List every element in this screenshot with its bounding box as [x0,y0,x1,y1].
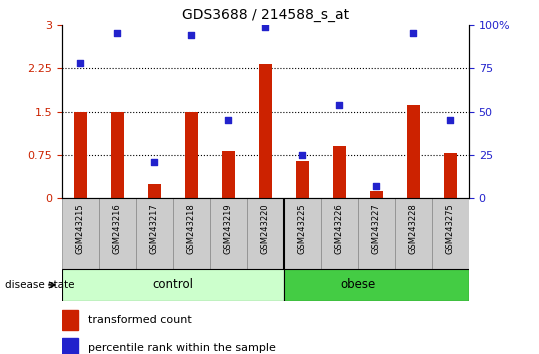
Title: GDS3688 / 214588_s_at: GDS3688 / 214588_s_at [182,8,349,22]
Text: GSM243228: GSM243228 [409,203,418,254]
Bar [358,198,395,269]
Point [76,60,85,66]
Bar [62,269,284,301]
Bar [247,198,284,269]
Text: GSM243226: GSM243226 [335,203,344,254]
Bar [99,198,136,269]
Text: GSM243227: GSM243227 [372,203,381,254]
Text: GSM243219: GSM243219 [224,203,233,254]
Bar [222,151,235,198]
Bar [444,153,457,198]
Bar [210,198,247,269]
Point [150,159,159,165]
Bar [395,198,432,269]
Point [409,30,418,36]
Bar [62,198,99,269]
Bar [62,310,78,330]
Text: GSM243218: GSM243218 [187,203,196,254]
Bar [296,161,309,198]
Text: GSM243217: GSM243217 [150,203,159,254]
Text: GSM243215: GSM243215 [76,203,85,254]
Point [446,118,455,123]
Bar [136,198,173,269]
Bar [173,198,210,269]
Bar [284,269,469,301]
Point [261,24,270,29]
Bar [259,63,272,198]
Text: control: control [153,279,194,291]
Point [335,102,344,107]
Bar [370,191,383,198]
Text: transformed count: transformed count [88,315,191,325]
Bar [432,198,469,269]
Bar [284,198,321,269]
Bar [333,146,346,198]
Bar [321,198,358,269]
Text: GSM243220: GSM243220 [261,203,270,254]
Bar [185,112,198,198]
Text: obese: obese [340,279,376,291]
Text: disease state: disease state [5,280,75,290]
Point [187,32,196,38]
Text: percentile rank within the sample: percentile rank within the sample [88,343,276,353]
Bar [111,112,124,198]
Bar [148,184,161,198]
Text: GSM243225: GSM243225 [298,203,307,254]
Point [298,152,307,158]
Text: GSM243275: GSM243275 [446,203,455,254]
Bar [74,112,87,198]
Bar [407,104,420,198]
Point [224,118,233,123]
Text: GSM243216: GSM243216 [113,203,122,254]
Point [372,183,381,189]
Point [113,30,122,36]
Bar [62,338,78,354]
